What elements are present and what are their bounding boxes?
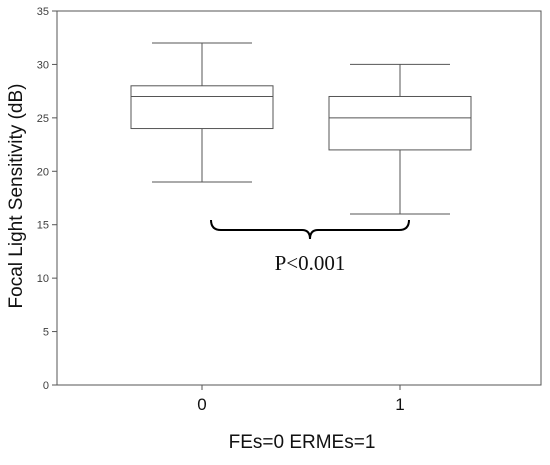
y-tick-label: 10 xyxy=(37,273,49,285)
plot-area xyxy=(56,10,542,386)
box-group-0 xyxy=(130,42,274,183)
y-tick-label: 15 xyxy=(37,220,49,232)
significance-bracket xyxy=(210,220,410,240)
iqr-box xyxy=(328,95,472,151)
significance-annotation: P<0.001 xyxy=(210,220,410,275)
y-tick-label: 0 xyxy=(43,380,49,392)
x-tick-label: 0 xyxy=(197,395,206,414)
y-axis-title: Focal Light Sensitivity (dB) xyxy=(6,84,27,309)
y-tick-label: 35 xyxy=(37,6,49,18)
y-axis: 0 5 10 15 20 25 30 35 xyxy=(37,6,57,392)
plot-frame xyxy=(56,10,542,386)
box-group-1 xyxy=(328,63,472,215)
y-tick-label: 25 xyxy=(37,113,49,125)
x-tick-label: 1 xyxy=(395,395,404,414)
iqr-box xyxy=(130,85,274,130)
p-value-label: P<0.001 xyxy=(275,251,346,275)
box-series xyxy=(130,42,472,215)
y-tick-label: 20 xyxy=(37,166,49,178)
y-tick-label: 5 xyxy=(43,327,49,339)
x-axis-title: FEs=0 ERMEs=1 xyxy=(229,432,376,453)
y-tick-label: 30 xyxy=(37,59,49,71)
